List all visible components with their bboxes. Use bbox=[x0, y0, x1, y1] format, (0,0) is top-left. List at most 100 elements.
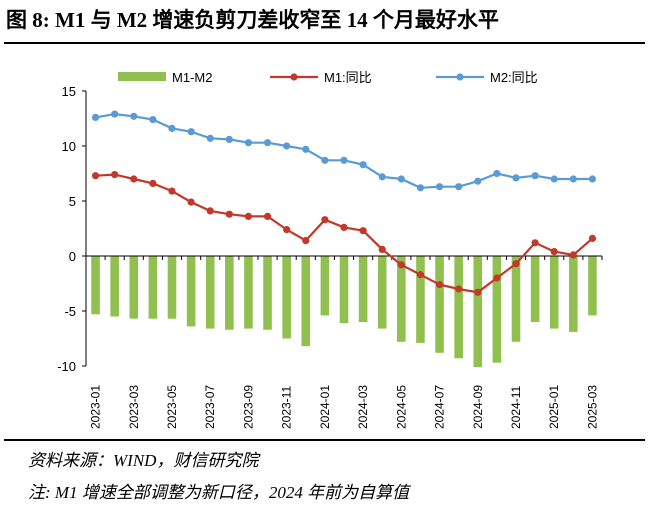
point-m2 bbox=[416, 184, 425, 192]
legend-swatch-bar bbox=[118, 72, 166, 81]
bar bbox=[492, 256, 502, 363]
point-m1 bbox=[283, 226, 291, 234]
bar bbox=[549, 256, 559, 329]
x-tick-label: 2023-05 bbox=[165, 385, 179, 429]
point-m1 bbox=[435, 281, 444, 289]
point-m2 bbox=[493, 169, 501, 178]
point-m1 bbox=[263, 212, 272, 220]
point-m2 bbox=[130, 112, 138, 120]
point-m2 bbox=[397, 175, 405, 183]
point-m2 bbox=[206, 134, 214, 142]
point-m1 bbox=[531, 239, 539, 247]
point-m2 bbox=[569, 175, 577, 183]
y-tick-label: 5 bbox=[69, 194, 76, 209]
point-m2 bbox=[91, 113, 100, 121]
bar bbox=[416, 256, 425, 343]
point-m2 bbox=[263, 139, 272, 147]
point-m2 bbox=[474, 177, 482, 185]
bar bbox=[167, 256, 177, 319]
bar bbox=[435, 256, 444, 353]
point-m2 bbox=[359, 161, 367, 169]
point-m2 bbox=[340, 156, 348, 164]
point-m2 bbox=[302, 145, 310, 153]
legend-swatch-marker bbox=[290, 73, 298, 81]
y-tick-label: 0 bbox=[69, 249, 76, 264]
point-m1 bbox=[455, 285, 463, 293]
point-m1 bbox=[359, 227, 367, 235]
bar bbox=[129, 256, 139, 319]
x-tick-label: 2023-01 bbox=[89, 385, 103, 429]
x-tick-label: 2024-01 bbox=[318, 385, 332, 429]
point-m1 bbox=[91, 172, 100, 180]
bar bbox=[511, 256, 521, 342]
bar bbox=[320, 256, 330, 316]
x-tick-label: 2023-03 bbox=[127, 385, 141, 429]
y-axis: -10 -5 0 5 10 15 bbox=[57, 84, 87, 374]
point-m1 bbox=[397, 261, 405, 269]
y-tick-label: -5 bbox=[64, 304, 76, 319]
point-m1 bbox=[321, 216, 329, 224]
bar bbox=[205, 256, 215, 329]
bars-m1-m2 bbox=[91, 256, 597, 368]
bar bbox=[358, 256, 368, 322]
point-m1 bbox=[416, 271, 425, 279]
x-tick-label: 2024-11 bbox=[509, 386, 523, 429]
legend-label: M1:同比 bbox=[324, 70, 372, 85]
bar bbox=[148, 256, 158, 319]
bar bbox=[377, 256, 387, 329]
bar bbox=[454, 256, 463, 359]
point-m1 bbox=[493, 274, 501, 282]
point-m1 bbox=[206, 207, 214, 215]
chart-title: 图 8: M1 与 M2 增速负剪刀差收窄至 14 个月最好水平 bbox=[6, 8, 499, 32]
point-m2 bbox=[512, 174, 520, 182]
point-m2 bbox=[225, 135, 233, 143]
y-tick-label: 10 bbox=[62, 139, 76, 154]
bar bbox=[301, 256, 311, 347]
x-tick-label: 2024-05 bbox=[394, 385, 408, 429]
point-m1 bbox=[130, 175, 138, 183]
legend-swatch-marker bbox=[456, 73, 464, 81]
bar bbox=[91, 256, 100, 315]
bar bbox=[530, 256, 540, 322]
point-m1 bbox=[168, 187, 176, 195]
bar bbox=[397, 256, 406, 342]
bottom-rule bbox=[4, 439, 645, 441]
point-m1 bbox=[550, 248, 558, 256]
series-lines bbox=[91, 110, 597, 296]
point-m2 bbox=[244, 139, 253, 147]
bar bbox=[225, 256, 234, 330]
point-m2 bbox=[588, 175, 597, 183]
point-m1 bbox=[512, 260, 520, 268]
point-m1 bbox=[244, 212, 253, 220]
bar bbox=[186, 256, 196, 327]
point-m2 bbox=[435, 183, 444, 191]
point-m1 bbox=[340, 223, 348, 231]
point-m2 bbox=[111, 110, 119, 118]
point-m1 bbox=[302, 237, 310, 245]
x-tick-label: 2024-07 bbox=[433, 385, 447, 429]
legend: M1-M2 M1:同比 M2:同比 bbox=[118, 70, 538, 85]
point-m1 bbox=[149, 179, 157, 187]
x-tick-label: 2025-01 bbox=[547, 385, 561, 429]
x-tick-label: 2023-09 bbox=[241, 385, 255, 429]
top-rule bbox=[4, 42, 645, 44]
bar bbox=[244, 256, 253, 329]
legend-label: M1-M2 bbox=[172, 70, 212, 85]
point-m1 bbox=[569, 251, 577, 259]
point-m2 bbox=[283, 142, 291, 150]
bar bbox=[339, 256, 349, 324]
legend-label: M2:同比 bbox=[490, 70, 538, 85]
point-m2 bbox=[321, 156, 329, 164]
point-m1 bbox=[588, 234, 597, 242]
x-tick-label: 2024-09 bbox=[471, 385, 485, 429]
point-m2 bbox=[187, 128, 195, 136]
x-tick-label: 2023-11 bbox=[280, 386, 294, 429]
footnote: 注: M1 增速全部调整为新口径，2024 年前为自算值 bbox=[28, 483, 410, 502]
point-m2 bbox=[531, 172, 539, 180]
point-m2 bbox=[149, 116, 157, 124]
y-tick-label: -10 bbox=[57, 359, 76, 374]
bar bbox=[282, 256, 291, 339]
point-m1 bbox=[225, 210, 233, 218]
point-m1 bbox=[378, 245, 386, 253]
